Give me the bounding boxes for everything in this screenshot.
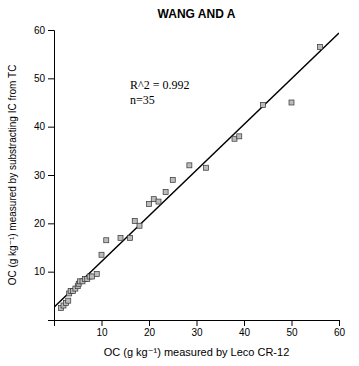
x-tick-mark	[102, 320, 103, 326]
y-tick-label: 40	[34, 121, 46, 132]
x-tick-mark	[244, 320, 245, 326]
annotation: R^2 = 0.992n=35	[130, 78, 189, 106]
point	[147, 202, 152, 207]
x-axis-title: OC (g kg⁻¹) measured by Leco CR-12	[104, 346, 290, 358]
y-tick-mark	[48, 78, 54, 79]
y-tick-mark	[48, 175, 54, 176]
y-tick: 60	[34, 25, 54, 36]
y-tick-label: 60	[34, 25, 46, 36]
point	[128, 235, 133, 240]
y-tick: 40	[34, 121, 54, 132]
x-tick-mark	[339, 320, 340, 326]
x-tick-label: 60	[334, 327, 346, 338]
point	[232, 136, 237, 141]
y-tick-label: 50	[34, 73, 46, 84]
point	[66, 298, 71, 303]
x-tick-label: 20	[144, 327, 156, 338]
y-tick: 30	[34, 170, 54, 181]
point	[94, 272, 99, 277]
point	[187, 163, 192, 168]
y-tick-label: 30	[34, 170, 46, 181]
y-tick-mark	[48, 272, 54, 273]
x-tick: 30	[191, 320, 203, 338]
x-tick-label: 40	[239, 327, 251, 338]
y-tick	[48, 320, 54, 321]
x-tick-label: 50	[286, 327, 298, 338]
x-tick-label: 30	[191, 327, 203, 338]
point	[132, 218, 137, 223]
point	[318, 44, 323, 49]
x-tick-mark	[292, 320, 293, 326]
x-axis: 10 20 30 40 50 60	[55, 320, 346, 338]
plot-area	[54, 33, 339, 310]
x-tick: 60	[334, 320, 346, 338]
point	[261, 102, 266, 107]
y-tick-mark	[48, 30, 54, 31]
point	[104, 238, 109, 243]
x-tick-label: 10	[96, 327, 108, 338]
y-axis: 10 20 30 40 50 60	[34, 25, 55, 321]
point	[151, 197, 156, 202]
y-tick-label: 10	[34, 266, 46, 277]
x-tick: 20	[144, 320, 156, 338]
y-tick-mark	[48, 223, 54, 224]
point	[90, 274, 95, 279]
y-axis-title: OC (g kg⁻¹) measured by substracting IC …	[7, 65, 18, 286]
x-tick: 50	[286, 320, 298, 338]
regression-line	[54, 33, 339, 307]
y-tick: 50	[34, 73, 54, 84]
chart: 10 20 30 40 50 60 10 20 30 40 50 60 R^2 = 0.992n=35 W…	[0, 0, 359, 366]
x-tick-mark	[197, 320, 198, 326]
x-axis-line	[55, 321, 340, 327]
x-tick: 10	[96, 320, 108, 338]
y-tick: 10	[34, 266, 54, 277]
point	[99, 252, 104, 257]
point	[118, 235, 123, 240]
point	[156, 199, 161, 204]
y-axis-line	[48, 31, 55, 321]
y-tick-mark	[48, 320, 54, 321]
point	[163, 189, 168, 194]
point	[170, 177, 175, 182]
point	[137, 223, 142, 228]
x-tick: 40	[239, 320, 251, 338]
y-tick: 20	[34, 218, 54, 229]
point	[204, 165, 209, 170]
y-tick-label: 20	[34, 218, 46, 229]
title: WANG AND A	[158, 7, 236, 21]
point	[237, 134, 242, 139]
point	[289, 100, 294, 105]
x-tick-mark	[149, 320, 150, 326]
y-tick-mark	[48, 127, 54, 128]
